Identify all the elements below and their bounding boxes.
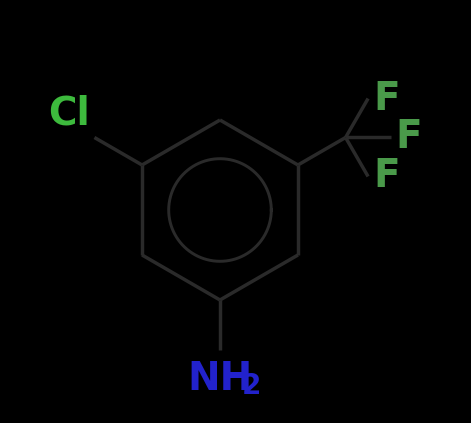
- Text: 2: 2: [242, 372, 261, 400]
- Text: F: F: [373, 157, 400, 195]
- Text: F: F: [373, 80, 400, 118]
- Text: F: F: [396, 118, 422, 157]
- Text: NH: NH: [187, 360, 252, 398]
- Text: Cl: Cl: [48, 94, 89, 132]
